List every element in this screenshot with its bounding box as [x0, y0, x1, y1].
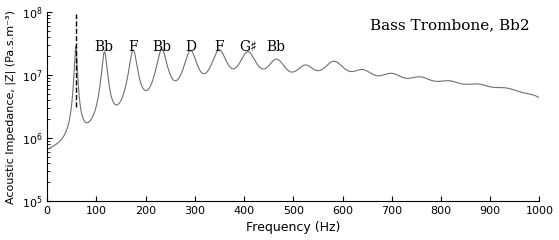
Text: D: D [186, 40, 196, 54]
Text: Bb: Bb [267, 40, 286, 54]
Text: Bass Trombone, Bb2: Bass Trombone, Bb2 [370, 18, 529, 32]
Text: F: F [129, 40, 138, 54]
Text: Bb: Bb [152, 40, 171, 54]
Text: G♯: G♯ [239, 40, 257, 54]
Text: F: F [215, 40, 224, 54]
Y-axis label: Acoustic Impedance, |Z| (Pa.s.m⁻³): Acoustic Impedance, |Z| (Pa.s.m⁻³) [6, 10, 16, 204]
X-axis label: Frequency (Hz): Frequency (Hz) [246, 222, 340, 234]
Text: Bb: Bb [94, 40, 113, 54]
